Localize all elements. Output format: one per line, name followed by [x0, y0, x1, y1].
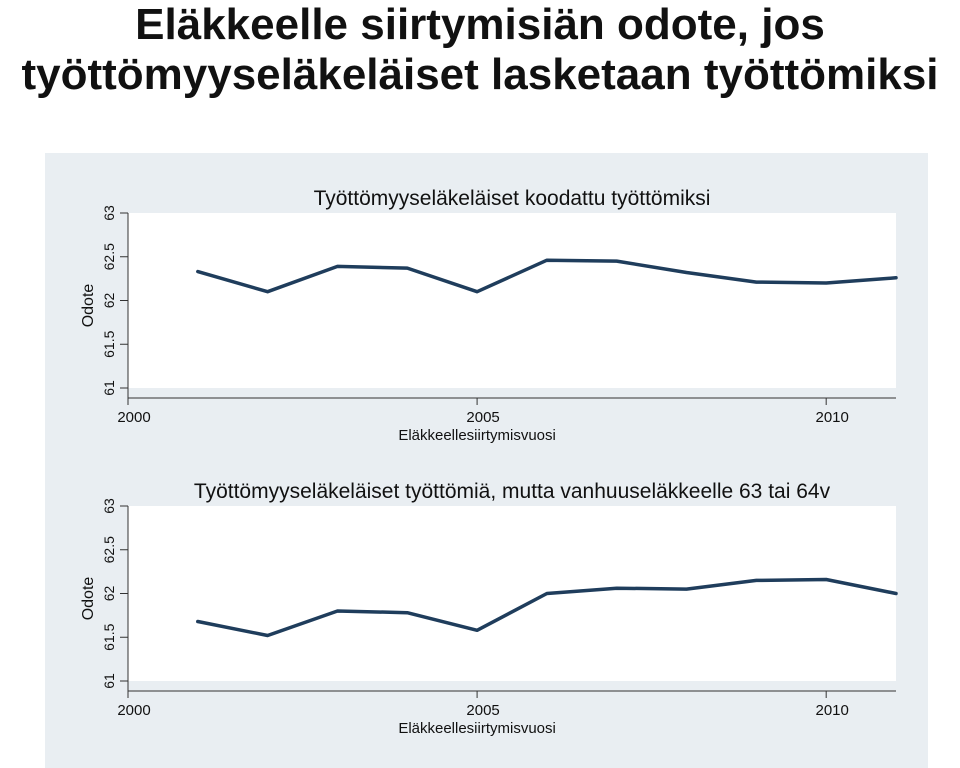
y-tick-label: 62.5: [101, 243, 117, 270]
x-tick-label: 2005: [466, 409, 499, 426]
slide-title-line-1: Eläkkeelle siirtymisiän odote, jos: [135, 0, 825, 49]
y-tick-label: 63: [101, 205, 117, 221]
x-tick-label: 2000: [117, 409, 150, 426]
slide-title-line-2: työttömyyseläkeläiset lasketaan työttömi…: [21, 50, 939, 99]
y-tick-label: 62: [101, 586, 117, 602]
y-tick-label: 61: [101, 673, 117, 689]
x-tick-label: 2005: [466, 702, 499, 719]
chart-title: Työttömyyseläkeläiset koodattu työttömik…: [314, 187, 711, 210]
y-tick-label: 62: [101, 293, 117, 309]
y-tick-label: 61: [101, 380, 117, 396]
chart-title: Työttömyyseläkeläiset työttömiä, mutta v…: [194, 480, 831, 503]
x-tick-label: 2000: [117, 702, 150, 719]
x-tick-label: 2010: [815, 409, 848, 426]
y-tick-label: 62.5: [101, 536, 117, 563]
y-axis-label: Odote: [80, 577, 97, 621]
chart-panel-1: Työttömyyseläkeläiset koodattu työttömik…: [80, 187, 898, 444]
y-axis-label: Odote: [80, 284, 97, 328]
chart-panel-2: Työttömyyseläkeläiset työttömiä, mutta v…: [80, 480, 898, 737]
x-tick-label: 2010: [815, 702, 848, 719]
plot-area: [128, 506, 896, 681]
y-tick-label: 63: [101, 498, 117, 514]
x-axis-label: Eläkkeellesiirtymisvuosi: [398, 427, 556, 444]
slide-title: Eläkkeelle siirtymisiän odote, jos tyött…: [0, 0, 960, 100]
plot-area: [128, 213, 896, 388]
y-tick-label: 61.5: [101, 330, 117, 357]
y-tick-label: 61.5: [101, 623, 117, 650]
x-axis-label: Eläkkeellesiirtymisvuosi: [398, 720, 556, 737]
